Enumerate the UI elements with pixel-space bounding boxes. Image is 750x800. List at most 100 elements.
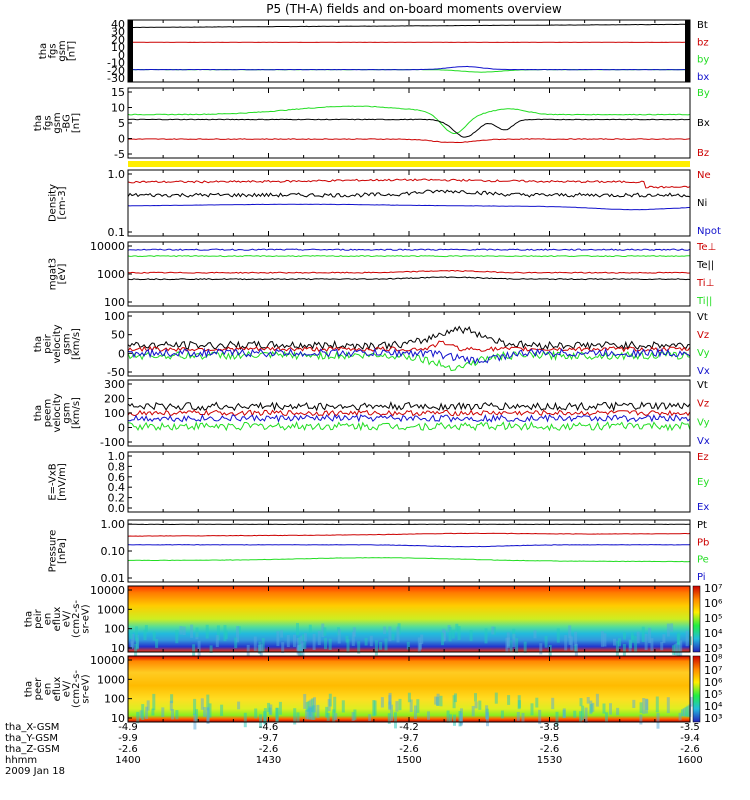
legend-label-black: Pt [697,520,707,531]
spectrogram-texture [171,709,174,720]
spectrogram-texture [535,697,539,708]
spectrogram-texture [305,710,309,720]
x-label-xgsm: tha_X-GSM [5,722,59,733]
spectrogram-texture [296,712,300,723]
spectrogram-texture [259,714,263,728]
spectrogram-texture [190,624,194,638]
y-tick-label: -100 [100,436,125,449]
y-tick-label: 10 [111,712,125,725]
spectrogram-texture [303,633,307,642]
spectrogram-texture [312,705,316,720]
spectrogram-texture [451,629,455,639]
spectrogram-texture [391,633,395,641]
colorbar: 10⁷ 10⁶ 10⁵ 10⁴ 10³ [692,582,723,655]
spectrogram-texture [333,696,337,713]
series-line-green [127,350,691,372]
spectrogram-texture [568,635,572,645]
spectrogram-texture [515,638,519,654]
spectrogram-texture [357,641,361,654]
spectrogram-texture [328,638,332,650]
spectrogram-texture [208,703,212,718]
y-tick-label: -30 [107,72,125,85]
y-axis-label: velocity [52,393,63,432]
x-axis-value: -4.6 [259,722,279,733]
spectrogram-texture [312,633,316,650]
spectrogram-texture [645,699,649,710]
y-axis-label: [km/s] [71,328,82,360]
x-axis-value: 1430 [256,755,281,766]
spectrogram-texture [353,709,357,721]
y-axis-label: gsm [62,402,73,423]
y-axis-label: gsm [52,112,63,133]
spectrogram-texture [261,638,265,653]
spectrogram-texture [388,626,392,642]
spectrogram-texture [564,635,568,651]
spectrogram-texture [530,703,534,716]
spectrogram-texture [539,643,543,655]
spectrogram-texture [379,642,383,650]
x-axis-value: -4.9 [118,722,138,733]
spectrogram-texture [334,713,338,721]
y-axis-label: mgat3 [47,258,58,291]
legend-label-black: Ni [697,198,707,209]
panel-density: 1.0 0.1 Density[cm-3] Ne Ni Npot [47,168,721,239]
legend-label-red: Te⊥ [696,242,716,253]
spectrogram-texture [491,626,495,635]
colorbar-label: 10⁷ [704,664,722,677]
spectrogram-texture [293,708,297,725]
y-axis-label: Density [47,184,58,222]
y-axis-label: peir [33,608,44,628]
y-axis-label: peem [43,399,54,427]
spectrogram-texture [455,623,459,632]
legend-label-red: Vz [697,399,709,410]
spectrogram-texture [396,626,400,643]
y-tick-label: 1.0 [108,168,126,181]
x-axis-value: 1600 [677,755,702,766]
spectrogram-texture [325,706,329,718]
spectrogram-texture [206,694,210,711]
y-axis-label: [nT] [66,41,77,61]
spectrogram-texture [579,698,583,707]
series-line-blue [127,203,690,211]
spectrogram-texture [544,636,548,648]
spectrogram-texture [441,632,444,646]
spectrogram-texture [407,692,411,703]
y-tick-label: 0.6 [108,471,126,484]
spectrogram-texture [478,700,482,710]
y-tick-label: 100 [104,623,125,636]
spectrogram-texture [161,707,165,717]
y-tick-label: 1000 [97,603,125,616]
legend-label-green: Pe [697,555,709,566]
legend-label-blue: Npot [697,226,721,237]
colorbar-label: 10⁵ [704,612,722,625]
colorbar-label: 10⁵ [704,688,722,701]
x-axis-value: -9.7 [399,733,419,744]
y-axis-label: [cm-3] [57,186,68,219]
spectrogram-texture [644,633,648,651]
spectrogram-texture [317,630,321,646]
y-tick-label: 1.0 [108,450,126,463]
spectrogram-texture [655,696,659,713]
spectrogram-texture [406,641,410,650]
legend-label-black: Vt [697,380,708,391]
spectrogram-texture [308,707,312,720]
colorbar-label: 10⁸ [704,652,723,665]
legend-label-red: Bz [697,148,709,159]
x-label-ygsm: tha_Y-GSM [5,733,58,744]
legend-label-green: Ti|| [696,296,712,307]
y-tick-label: 0.0 [108,502,126,515]
spectrogram-texture [200,698,204,710]
y-axis-label: [mV/m] [57,463,68,501]
spectrogram-texture [351,631,355,646]
series-line-blue [127,413,691,423]
y-axis-label: tha [38,43,49,59]
spectrogram-texture [679,640,683,656]
spectrogram-texture [276,631,280,647]
panel-frame [127,519,691,583]
y-axis-label: -BG [62,114,73,132]
y-axis-label: gsm [62,333,73,354]
spectrogram-texture [281,642,285,653]
spectrogram-texture [512,633,516,648]
y-tick-label: 5 [118,117,125,130]
y-axis-label: peir [43,333,54,353]
